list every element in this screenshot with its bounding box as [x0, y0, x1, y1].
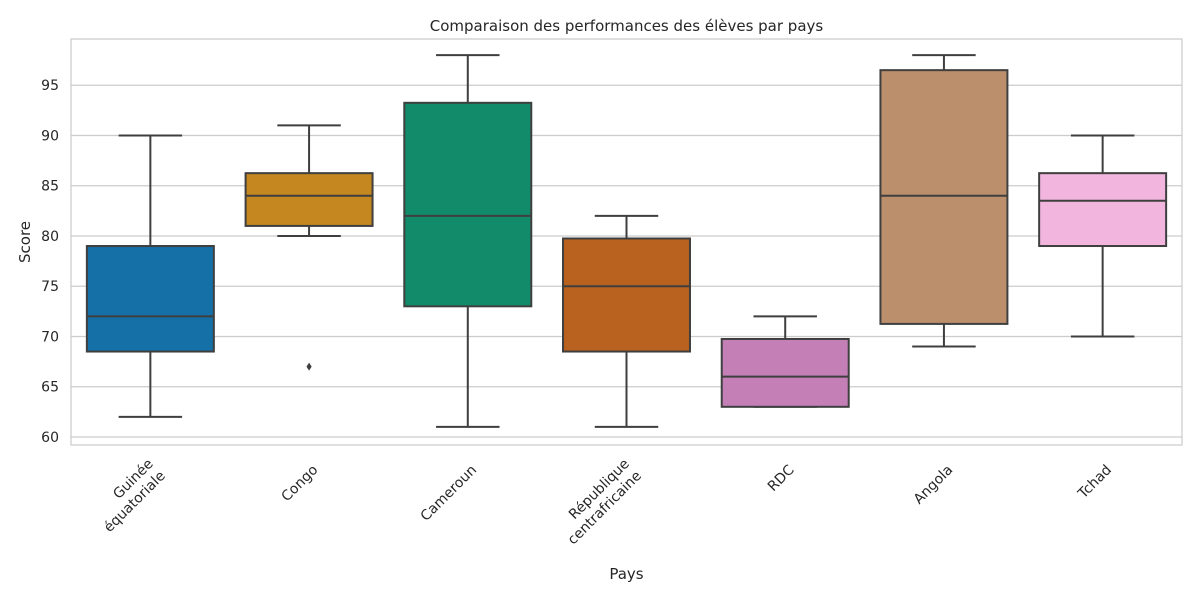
chart-title: Comparaison des performances des élèves … [430, 17, 824, 35]
box-group [562, 214, 691, 428]
box-group [244, 124, 374, 371]
y-tick-label: 70 [41, 329, 59, 345]
box [85, 245, 215, 353]
y-tick-label: 65 [41, 380, 59, 396]
boxes [85, 54, 1168, 428]
box-group [85, 134, 215, 418]
y-tick-label: 75 [41, 279, 59, 295]
x-axis-label: Pays [609, 565, 643, 583]
box-group [879, 54, 1009, 348]
box [720, 337, 850, 408]
box [244, 172, 374, 227]
y-tick-labels: 60 65 70 75 80 85 90 95 [41, 78, 59, 446]
y-tick-label: 95 [41, 78, 59, 94]
box [879, 69, 1009, 325]
outlier-point [306, 362, 312, 371]
y-tick-label: 80 [41, 229, 59, 245]
y-tick-label: 90 [41, 128, 59, 144]
box-group [720, 315, 850, 408]
y-axis-label: Score [16, 221, 34, 263]
box-group [1038, 134, 1168, 338]
box [1038, 172, 1168, 248]
box [403, 101, 533, 308]
y-tick-label: 85 [41, 179, 59, 195]
plot-frame [70, 38, 1183, 446]
box [562, 237, 691, 353]
box-group [403, 54, 533, 428]
y-tick-label: 60 [41, 430, 59, 446]
